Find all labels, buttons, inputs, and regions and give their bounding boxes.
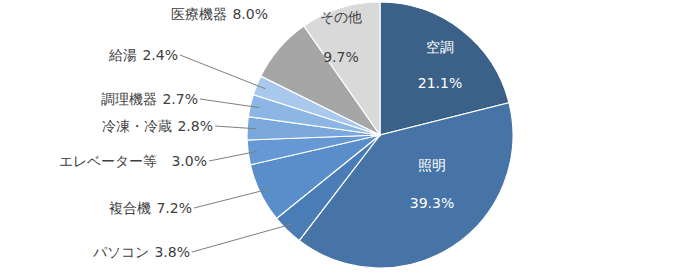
chart: 空調 21.1% 照明 39.3% パソコン 3.8% 複合機 7.2% エレベーター等 3.0%… xyxy=(0,0,680,273)
category-text: 冷凍・冷蔵 xyxy=(102,118,172,134)
value-text: 2.7% xyxy=(162,91,198,107)
slice-label: 空調 xyxy=(426,39,454,55)
slice-label: 医療機器 8.0% xyxy=(171,6,268,22)
leader-line xyxy=(194,189,269,208)
leader-line xyxy=(192,224,294,252)
slice-label: その他 xyxy=(320,9,362,25)
slice-label: 調理機器 2.7% xyxy=(101,91,198,107)
value-label: 21.1% xyxy=(418,75,462,91)
labels: 空調 21.1% 照明 39.3% パソコン 3.8% 複合機 7.2% エレベーター等 3.0%… xyxy=(59,6,462,260)
category-text: 複合機 xyxy=(109,200,151,216)
value-label: 39.3% xyxy=(410,195,454,211)
category-text: 医療機器 xyxy=(171,6,227,22)
slice-label: エレベーター等 3.0% xyxy=(59,153,207,169)
category-text: パソコン xyxy=(92,244,149,260)
slice-label: 複合機 7.2% xyxy=(109,200,192,216)
value-text: 8.0% xyxy=(232,6,268,22)
category-text: 給湯 xyxy=(108,47,137,63)
category-text: 調理機器 xyxy=(101,91,157,107)
slice-label: 給湯 2.4% xyxy=(108,47,178,63)
value-label: 9.7% xyxy=(323,49,359,65)
leader-line xyxy=(180,55,265,89)
value-text: 2.4% xyxy=(142,47,178,63)
leader-line xyxy=(209,151,257,161)
leader-line xyxy=(200,99,259,108)
slice-label: パソコン 3.8% xyxy=(92,244,190,260)
slice-label: 照明 xyxy=(418,157,446,173)
category-text: エレベーター等 xyxy=(59,153,157,169)
value-text: 2.8% xyxy=(177,118,213,134)
slice-label: 冷凍・冷蔵 2.8% xyxy=(102,118,213,134)
pie xyxy=(247,2,513,268)
value-text: 3.0% xyxy=(171,153,207,169)
slice xyxy=(304,2,380,135)
value-text: 7.2% xyxy=(156,200,192,216)
leader-line xyxy=(215,126,256,129)
value-text: 3.8% xyxy=(154,244,190,260)
